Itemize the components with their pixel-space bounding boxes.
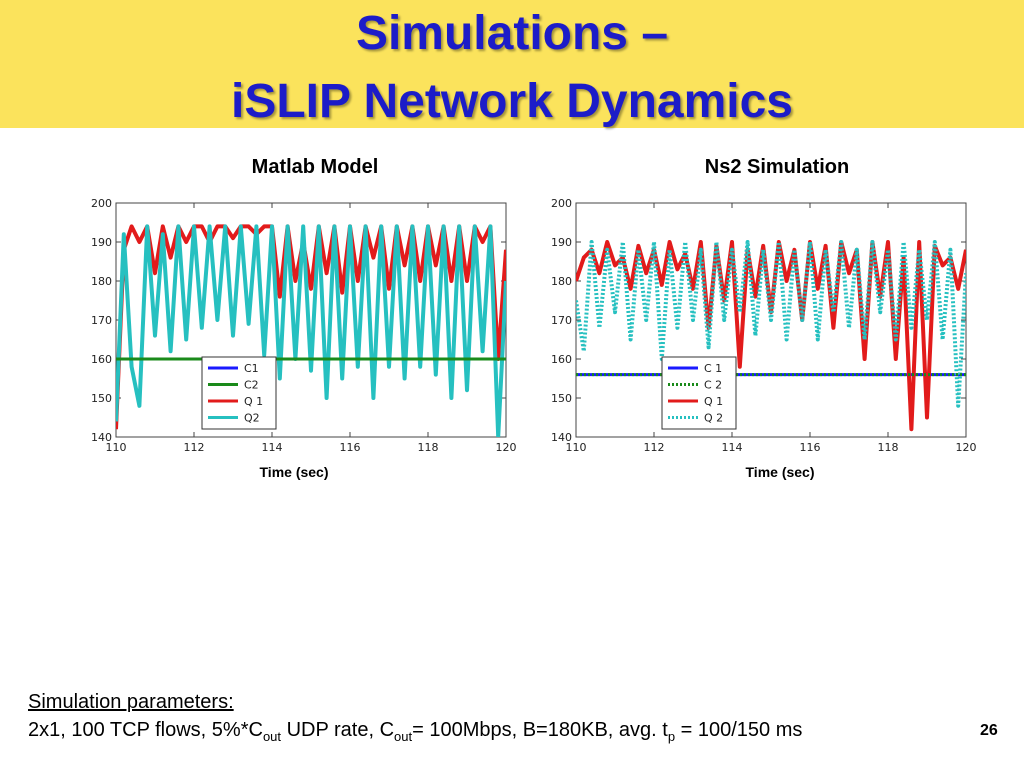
legend-label-q1: Q 1 bbox=[244, 395, 263, 408]
legend-label-c1: C 1 bbox=[704, 362, 722, 375]
title-band bbox=[0, 0, 1024, 128]
y-tick-label: 190 bbox=[91, 236, 112, 249]
params-line: 2x1, 100 TCP flows, 5%*Cout UDP rate, Co… bbox=[28, 716, 802, 751]
y-tick-label: 170 bbox=[551, 314, 572, 327]
params-sub-3: p bbox=[667, 729, 676, 744]
x-tick-label: 116 bbox=[800, 441, 821, 454]
legend: C1 C2 Q 1 Q2 bbox=[201, 356, 277, 430]
chart-title-matlab: Matlab Model bbox=[251, 156, 379, 178]
legend-label-q2: Q 2 bbox=[704, 412, 723, 425]
legend: C 1 C 2 Q 1 Q 2 bbox=[661, 356, 737, 430]
slide-title-line-2: iSLIP Network Dynamics bbox=[231, 75, 793, 128]
page-number: 26 bbox=[980, 722, 998, 739]
chart-xlabel-matlab: Time (sec) bbox=[259, 464, 329, 480]
params-text-3: = 100Mbps, B=180KB, avg. t bbox=[412, 719, 668, 741]
x-tick-label: 110 bbox=[106, 441, 127, 454]
params-heading: Simulation parameters: bbox=[28, 691, 234, 713]
legend-label-c1: C1 bbox=[244, 362, 259, 375]
y-tick-label: 160 bbox=[551, 353, 572, 366]
x-tick-label: 112 bbox=[644, 441, 665, 454]
x-tick-label: 118 bbox=[418, 441, 439, 454]
x-tick-label: 114 bbox=[722, 441, 743, 454]
simulation-parameters: Simulation parameters: 2x1, 100 TCP flow… bbox=[28, 688, 802, 751]
y-tick-label: 140 bbox=[91, 431, 112, 444]
x-tick-label: 112 bbox=[184, 441, 205, 454]
y-tick-label: 160 bbox=[91, 353, 112, 366]
params-sub-2: out bbox=[394, 729, 413, 744]
x-tick-label: 118 bbox=[878, 441, 899, 454]
series-group bbox=[576, 240, 966, 432]
y-tick-label: 180 bbox=[551, 275, 572, 288]
y-tick-label: 200 bbox=[551, 197, 572, 210]
chart-matlab-model: 140 150 160 170 180 190 200 110 112 114 116 118 120 C… bbox=[91, 197, 517, 454]
y-tick-label: 150 bbox=[91, 392, 112, 405]
x-tick-label: 110 bbox=[566, 441, 587, 454]
params-text-1: 2x1, 100 TCP flows, 5%*C bbox=[28, 719, 263, 741]
chart-ns2-simulation: 140 150 160 170 180 190 200 110 112 114 116 118 120 C… bbox=[551, 197, 977, 454]
y-tick-label: 170 bbox=[91, 314, 112, 327]
series-line-q2 bbox=[576, 240, 966, 408]
params-sub-1: out bbox=[262, 729, 282, 744]
series-line-q2 bbox=[116, 224, 506, 437]
y-tick-label: 150 bbox=[551, 392, 572, 405]
y-tick-label: 180 bbox=[91, 275, 112, 288]
legend-label-c2: C2 bbox=[244, 379, 259, 392]
chart-title-ns2: Ns2 Simulation bbox=[704, 156, 850, 178]
x-tick-label: 120 bbox=[956, 441, 977, 454]
legend-label-q1: Q 1 bbox=[704, 395, 723, 408]
y-tick-label: 200 bbox=[91, 197, 112, 210]
x-tick-label: 116 bbox=[340, 441, 361, 454]
x-tick-label: 114 bbox=[262, 441, 283, 454]
legend-label-q2: Q2 bbox=[244, 412, 260, 425]
params-text-4: = 100/150 ms bbox=[675, 719, 803, 741]
slide-title-line-1: Simulations – bbox=[355, 7, 669, 60]
y-tick-label: 190 bbox=[551, 236, 572, 249]
x-tick-label: 120 bbox=[496, 441, 517, 454]
params-text-2: UDP rate, C bbox=[281, 719, 395, 741]
legend-label-c2: C 2 bbox=[704, 379, 722, 392]
series-group bbox=[116, 224, 506, 437]
chart-xlabel-ns2: Time (sec) bbox=[745, 464, 815, 480]
y-tick-label: 140 bbox=[551, 431, 572, 444]
